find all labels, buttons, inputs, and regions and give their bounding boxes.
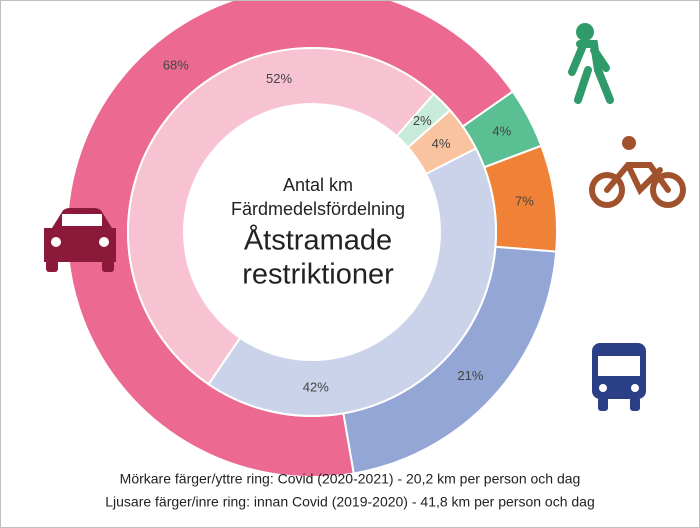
value-label: 21% xyxy=(457,368,483,383)
title-line: Antal km xyxy=(283,175,353,195)
labels: 4%7%21%68%2%4%42%52% xyxy=(163,58,534,395)
center-hole xyxy=(184,104,440,360)
title-line: Färdmedelsfördelning xyxy=(231,199,405,219)
value-label: 68% xyxy=(163,58,189,73)
value-label: 4% xyxy=(492,123,511,138)
car-icon xyxy=(44,208,116,272)
value-label: 4% xyxy=(432,136,451,151)
bus-icon xyxy=(592,343,646,411)
donut xyxy=(66,1,558,478)
walk-icon xyxy=(568,23,614,104)
value-label: 42% xyxy=(303,379,329,394)
bike-icon xyxy=(589,136,686,208)
value-label: 52% xyxy=(266,71,292,86)
value-label: 7% xyxy=(515,194,534,209)
subtitle-line: restriktioner xyxy=(242,259,394,291)
value-label: 2% xyxy=(413,113,432,128)
subtitle-line: Åtstramade xyxy=(244,224,392,257)
note: Ljusare färger/inre ring: innan Covid (2… xyxy=(105,494,595,510)
note: Mörkare färger/yttre ring: Covid (2020-2… xyxy=(120,471,581,487)
